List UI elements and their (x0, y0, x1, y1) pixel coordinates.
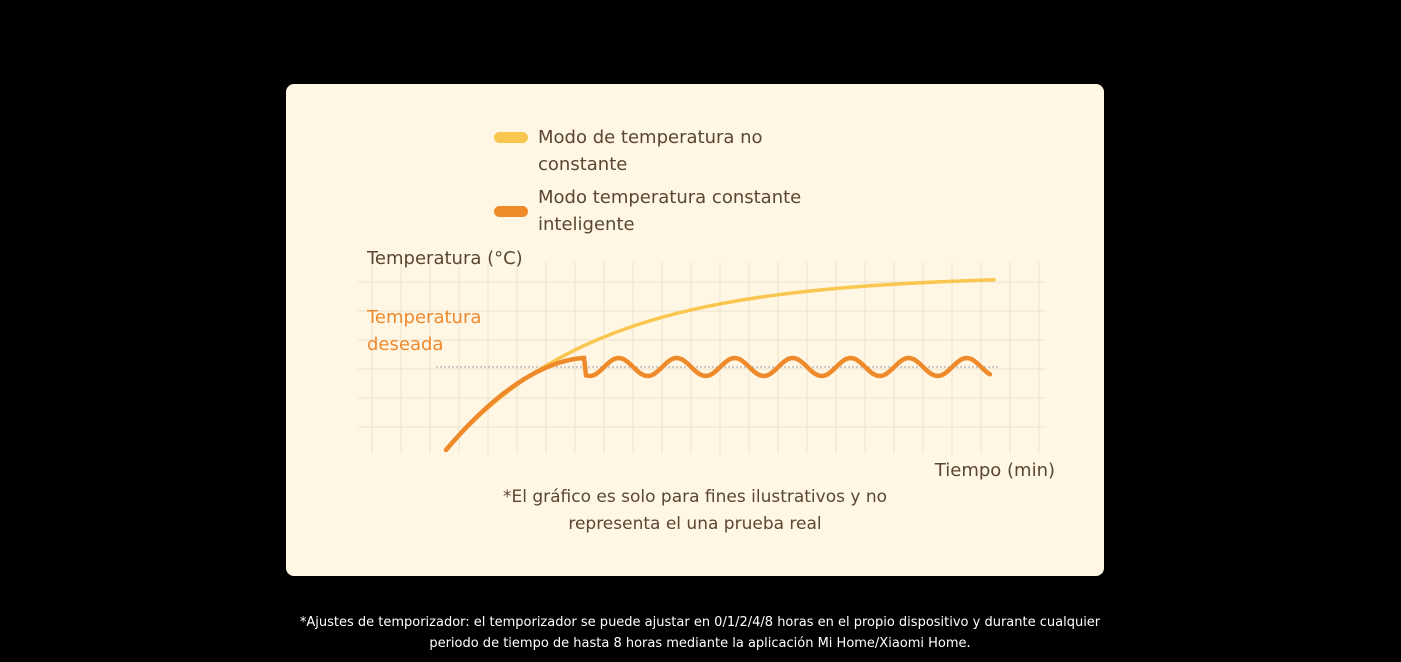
chart-legend: Modo de temperatura no constante Modo te… (492, 124, 838, 238)
x-axis-label: Tiempo (min) (934, 460, 1055, 481)
target-temperature-label: Temperatura deseada (367, 307, 482, 355)
chart-grid (358, 262, 1046, 454)
y-axis-label: Temperatura (°C) (367, 248, 523, 269)
legend-swatch-yellow (494, 132, 528, 143)
legend-item-no-constante: Modo de temperatura no constante (492, 124, 838, 178)
series-line-constante-inteligente (443, 355, 993, 453)
disclaimer-note: *El gráfico es solo para fines ilustrati… (502, 487, 888, 534)
chart-plot (358, 262, 1046, 454)
legend-label: Modo temperatura constante inteligente (538, 187, 802, 235)
legend-label: Modo de temperatura no constante (538, 127, 763, 175)
footnote-line-2: periodo de tiempo de hasta 8 horas media… (429, 636, 971, 651)
timer-footnote: *Ajustes de temporizador: el temporizado… (250, 612, 1150, 654)
legend-swatch-orange (494, 206, 528, 217)
chart-card: Modo de temperatura no constante Modo te… (286, 84, 1104, 576)
legend-item-constante-inteligente: Modo temperatura constante inteligente (492, 184, 838, 238)
footnote-line-1: *Ajustes de temporizador: el temporizado… (299, 615, 1101, 630)
